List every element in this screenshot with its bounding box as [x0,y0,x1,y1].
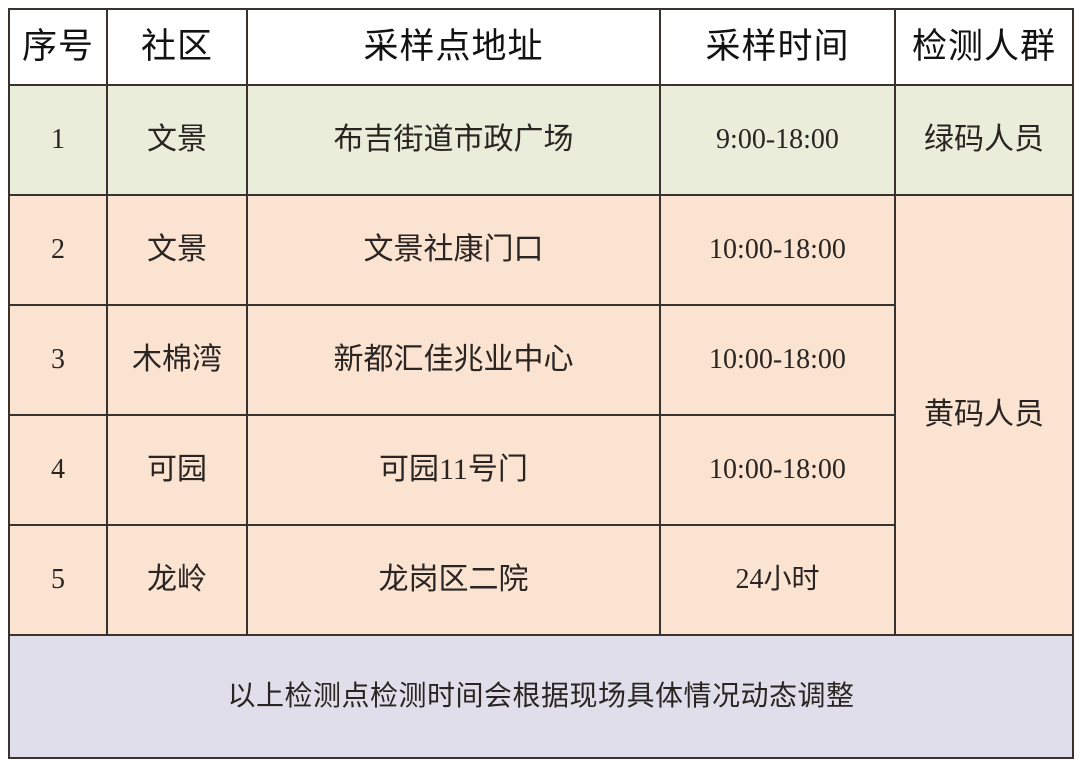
table-row: 1 文景 布吉街道市政广场 9:00-18:00 绿码人员 [8,84,1074,196]
column-header-index: 序号 [8,8,108,86]
nucleic-acid-sampling-sites-table: 序号 社区 采样点地址 采样时间 检测人群 1 文景 布吉街道市政广场 9:00… [8,8,1074,759]
cell-community: 文景 [106,84,248,196]
cell-time: 10:00-18:00 [659,414,896,526]
table-row: 5 龙岭 龙岗区二院 24小时 [8,524,1073,636]
table-row: 3 木棉湾 新都汇佳兆业中心 10:00-18:00 [8,304,1073,416]
cell-address: 龙岗区二院 [246,524,661,636]
column-header-group: 检测人群 [894,8,1074,86]
cell-address: 布吉街道市政广场 [246,84,661,196]
cell-community: 文景 [106,194,248,306]
cell-community: 木棉湾 [106,304,248,416]
cell-time: 24小时 [659,524,896,636]
column-header-community: 社区 [106,8,248,86]
cell-group-merged: 黄码人员 [894,194,1074,636]
cell-time: 10:00-18:00 [659,304,896,416]
cell-index: 4 [8,414,108,526]
table-body: 1 文景 布吉街道市政广场 9:00-18:00 绿码人员 2 文景 文景社康门… [8,84,1074,759]
cell-time: 9:00-18:00 [659,84,896,196]
table-row: 4 可园 可园11号门 10:00-18:00 [8,414,1073,526]
cell-community: 可园 [106,414,248,526]
cell-address: 可园11号门 [246,414,661,526]
column-header-address: 采样点地址 [246,8,661,86]
footer-note: 以上检测点检测时间会根据现场具体情况动态调整 [8,634,1074,759]
cell-group: 绿码人员 [894,84,1074,196]
table-row: 2 文景 文景社康门口 10:00-18:00 黄码人员 [8,194,1074,636]
cell-index: 2 [8,194,108,306]
column-header-time: 采样时间 [659,8,896,86]
table-footer-row: 以上检测点检测时间会根据现场具体情况动态调整 [8,634,1074,759]
cell-community: 龙岭 [106,524,248,636]
cell-index: 1 [8,84,108,196]
cell-address: 新都汇佳兆业中心 [246,304,661,416]
cell-index: 3 [8,304,108,416]
cell-address: 文景社康门口 [246,194,661,306]
header-row: 序号 社区 采样点地址 采样时间 检测人群 [8,8,1074,86]
table-header: 序号 社区 采样点地址 采样时间 检测人群 [8,8,1074,86]
cell-index: 5 [8,524,108,636]
cell-time: 10:00-18:00 [659,194,896,306]
